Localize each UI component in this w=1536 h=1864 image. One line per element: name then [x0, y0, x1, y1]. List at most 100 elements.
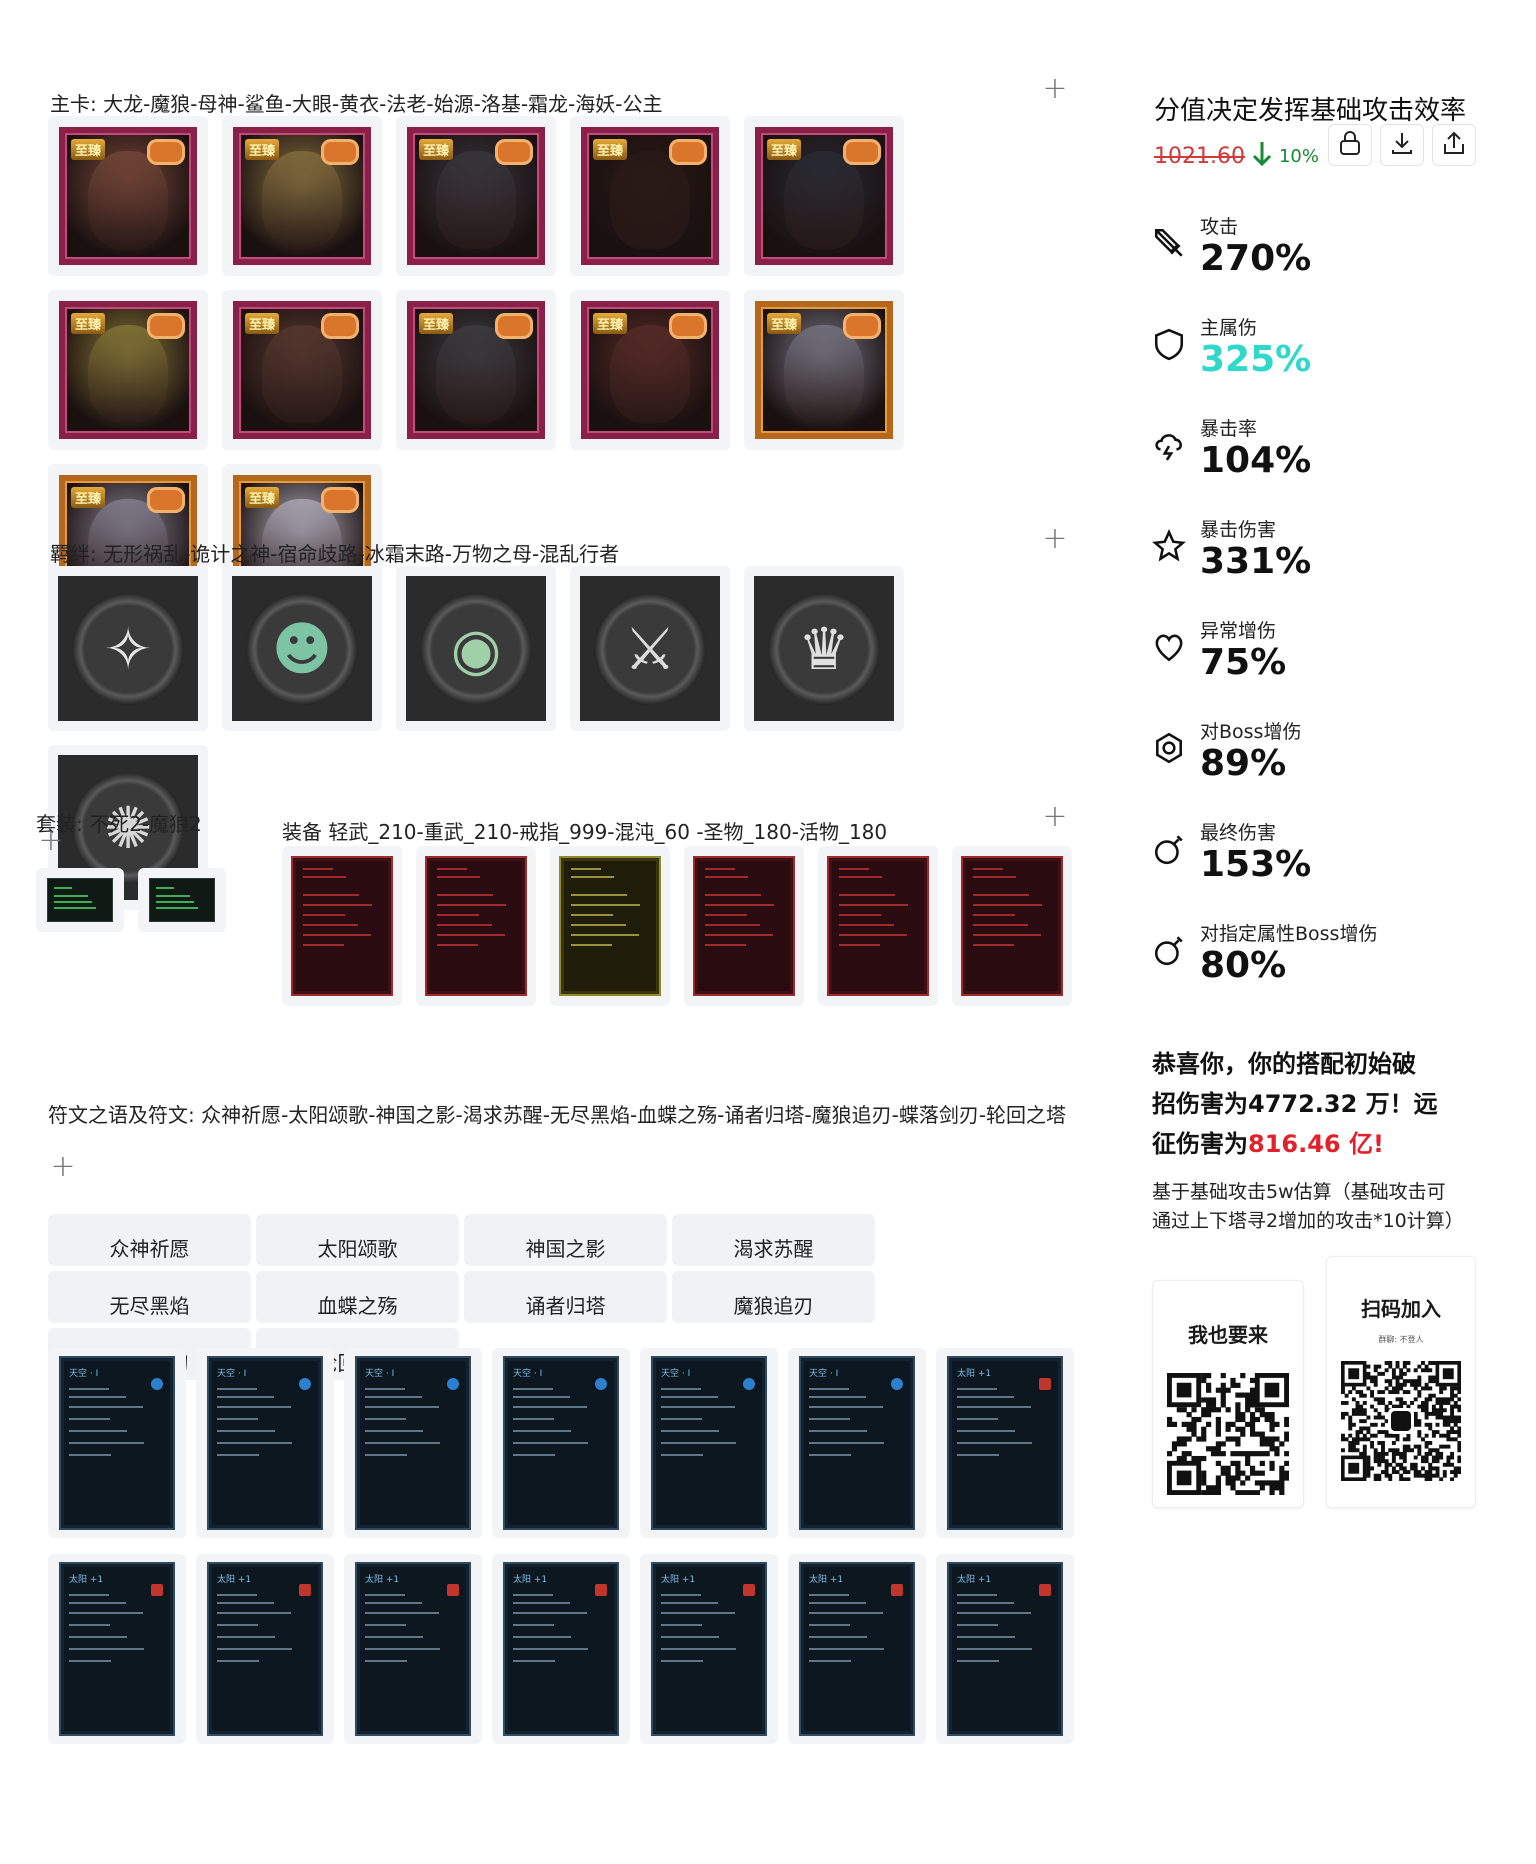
rune-tab-button[interactable]: 无尽黑焰: [48, 1271, 251, 1323]
rune-card[interactable]: 天空 · I: [492, 1348, 630, 1538]
rune-tab-button[interactable]: 太阳颂歌: [256, 1214, 459, 1266]
bond-card[interactable]: ⚔: [570, 566, 730, 731]
rune-card[interactable]: 太阳 +1: [196, 1554, 334, 1744]
stat-value: 270%: [1200, 238, 1312, 279]
rune-card-image: 太阳 +1: [651, 1562, 767, 1736]
stat-value: 75%: [1200, 642, 1287, 683]
hero-badge-zhizhen: 至臻: [593, 313, 628, 334]
hero-rank-icon: [843, 139, 881, 165]
runes-add-icon[interactable]: +: [50, 1149, 76, 1184]
rune-element-icon: [1039, 1584, 1051, 1596]
hero-portrait: 至臻: [755, 127, 893, 265]
rune-tab-button[interactable]: 众神祈愿: [48, 1214, 251, 1266]
bond-card[interactable]: ✧: [48, 566, 208, 731]
hero-card[interactable]: 至臻: [396, 116, 556, 276]
bomb-icon: [1152, 933, 1186, 967]
rune-card[interactable]: 太阳 +1: [492, 1554, 630, 1744]
rune-element-icon: [891, 1378, 903, 1390]
bonds-add-icon[interactable]: +: [1042, 521, 1068, 556]
sword-icon: [1152, 226, 1186, 260]
rune-tab-button[interactable]: 渴求苏醒: [672, 1214, 875, 1266]
hero-badge-zhizhen: 至臻: [245, 487, 280, 508]
rune-tab-button[interactable]: 诵者归塔: [464, 1271, 667, 1323]
bond-card[interactable]: ☻: [222, 566, 382, 731]
rune-card[interactable]: 太阳 +1: [788, 1554, 926, 1744]
hero-face: [87, 150, 169, 249]
hero-card[interactable]: 至臻: [222, 116, 382, 276]
stat-row: 最终伤害 153%: [1152, 818, 1482, 908]
share-button[interactable]: [1432, 124, 1476, 166]
hero-badge-zhizhen: 至臻: [245, 139, 280, 160]
set-card[interactable]: [138, 868, 226, 932]
rune-element-icon: [447, 1584, 459, 1596]
rune-card[interactable]: 太阳 +1: [48, 1554, 186, 1744]
equipment-card[interactable]: [550, 846, 670, 1006]
rune-tab-button[interactable]: 魔狼追刃: [672, 1271, 875, 1323]
hero-card[interactable]: 至臻: [570, 290, 730, 450]
hero-card[interactable]: 至臻: [48, 290, 208, 450]
equipment-card[interactable]: [282, 846, 402, 1006]
equipment-card[interactable]: [416, 846, 536, 1006]
result-label-a: 招伤害为: [1152, 1090, 1248, 1118]
bond-card[interactable]: ♛: [744, 566, 904, 731]
rune-card[interactable]: 太阳 +1: [936, 1348, 1074, 1538]
rune-card[interactable]: 天空 · I: [196, 1348, 334, 1538]
qr-left-title: 我也要来: [1188, 1323, 1268, 1347]
lock-button[interactable]: [1328, 124, 1372, 166]
stat-label: 对指定属性Boss增伤: [1200, 923, 1378, 945]
rune-card-image: 天空 · I: [503, 1356, 619, 1530]
hero-card[interactable]: 至臻: [744, 116, 904, 276]
set-card[interactable]: [36, 868, 124, 932]
share-icon: [1442, 130, 1466, 160]
rune-card[interactable]: 太阳 +1: [936, 1554, 1074, 1744]
bond-glyph-icon: ⚔: [624, 614, 676, 683]
rune-card[interactable]: 天空 · I: [788, 1348, 926, 1538]
set-card-image: [149, 878, 215, 922]
hero-portrait: 至臻: [407, 301, 545, 439]
hero-card[interactable]: 至臻: [48, 116, 208, 276]
rune-element-icon: [1039, 1378, 1051, 1390]
equipment-card[interactable]: [952, 846, 1072, 1006]
rune-card-image: 天空 · I: [207, 1356, 323, 1530]
equipment-card[interactable]: [818, 846, 938, 1006]
result-line1: 恭喜你，你的搭配初始破: [1152, 1050, 1416, 1078]
rune-card[interactable]: 天空 · I: [48, 1348, 186, 1538]
bond-ring: ◉: [420, 592, 532, 705]
rune-card-title: 太阳 +1: [365, 1575, 400, 1585]
rune-card-title: 天空 · I: [513, 1369, 543, 1379]
rune-card-title: 天空 · I: [809, 1369, 839, 1379]
heroes-add-icon[interactable]: +: [1042, 71, 1068, 106]
hero-card[interactable]: 至臻: [396, 290, 556, 450]
hexagon-icon: [1152, 731, 1186, 765]
qr-card-left[interactable]: 我也要来: [1152, 1280, 1304, 1508]
bond-glyph-icon: ◉: [450, 614, 502, 683]
bond-card[interactable]: ◉: [396, 566, 556, 731]
sets-add-icon[interactable]: +: [38, 823, 64, 858]
hero-card[interactable]: 至臻: [222, 290, 382, 450]
hero-face: [435, 324, 517, 423]
download-button[interactable]: [1380, 124, 1424, 166]
bond-ring: ♛: [768, 592, 880, 705]
rune-tab-button[interactable]: 神国之影: [464, 1214, 667, 1266]
rune-card-image: 太阳 +1: [59, 1562, 175, 1736]
qr-card-right[interactable]: 扫码加入 群聊: 不登人: [1326, 1256, 1476, 1508]
rune-card-title: 太阳 +1: [217, 1575, 252, 1585]
equipment-card[interactable]: [684, 846, 804, 1006]
equipment-title: 装备 轻武_210-重武_210-戒指_999-混沌_60 -圣物_180-活物…: [282, 820, 888, 844]
hero-card[interactable]: 至臻: [570, 116, 730, 276]
qr-right-title: 扫码加入: [1361, 1297, 1441, 1321]
equipment-add-icon[interactable]: +: [1042, 799, 1068, 834]
rune-tab-button[interactable]: 血蝶之殇: [256, 1271, 459, 1323]
rune-card[interactable]: 太阳 +1: [640, 1554, 778, 1744]
result-damage-a: 4772.32: [1248, 1090, 1358, 1118]
bond-glyph-icon: ✧: [103, 614, 153, 683]
equipment-card-image: [961, 856, 1063, 996]
rune-element-icon: [151, 1584, 163, 1596]
equipment-card-grid: [282, 846, 1082, 1006]
rune-card[interactable]: 太阳 +1: [344, 1554, 482, 1744]
hero-badge-zhizhen: 至臻: [71, 139, 106, 160]
rune-card-grid-row2: 太阳 +1 太阳 +1 太阳 +1 太阳 +1 太阳 +1 太阳 +1 太阳 +1: [48, 1554, 1078, 1744]
rune-card[interactable]: 天空 · I: [640, 1348, 778, 1538]
rune-card[interactable]: 天空 · I: [344, 1348, 482, 1538]
hero-card[interactable]: 至臻: [744, 290, 904, 450]
